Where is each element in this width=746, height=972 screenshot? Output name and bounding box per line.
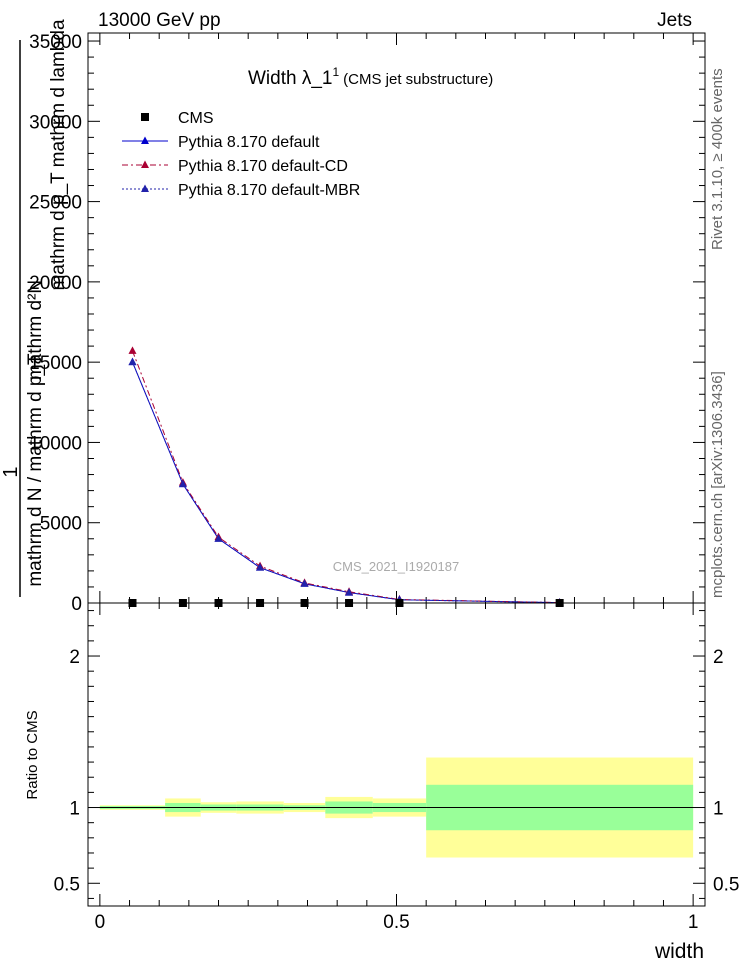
y-tick-label: 15000	[29, 353, 82, 374]
plot-title-sup: 1	[332, 65, 339, 79]
ratio-panel-frame	[87, 602, 706, 907]
ratio-y-tick-label-right: 0.5	[713, 874, 739, 895]
ylabel-prefix-num: 1	[0, 466, 22, 477]
rivet-version-label: Rivet 3.1.10, ≥ 400k events	[709, 68, 726, 250]
y-tick-label: 10000	[29, 433, 82, 454]
ylabel-denominator: mathrm d p_T mathrm d lambda	[48, 19, 69, 290]
ratio-y-tick-label-right: 1	[713, 799, 724, 820]
header-right-label: Jets	[657, 10, 692, 31]
y-tick-label: 25000	[29, 193, 82, 214]
y-tick-label: 30000	[29, 112, 82, 133]
analysis-watermark: CMS_2021_I1920187	[333, 559, 460, 574]
ylabel-numerator: mathrm d²N	[25, 280, 46, 380]
ratio-y-ticks: 0.5 0.5 1 1 2 2	[54, 610, 739, 899]
legend-marker	[141, 113, 149, 121]
series-point-2	[128, 346, 137, 354]
legend-marker	[141, 160, 149, 168]
x-axis-label: width	[654, 940, 704, 963]
main-y-axis-label: 1 mathrm d²N mathrm d N / mathrm d p_T m…	[0, 19, 69, 597]
legend-entry: Pythia 8.170 default	[122, 134, 320, 151]
plot-title-main: Width λ_1	[248, 68, 332, 89]
x-tick-label: 0.5	[383, 912, 409, 933]
x-tick-label: 0	[95, 912, 106, 933]
series-point-3	[345, 588, 354, 596]
series-point-3	[128, 357, 137, 366]
main-x-ticks	[99, 33, 694, 603]
legend-entry: Pythia 8.170 default-CD	[122, 158, 348, 175]
legend-marker	[141, 136, 149, 144]
legend-entry: Pythia 8.170 default-MBR	[122, 182, 360, 199]
plot-title-note: (CMS jet substructure)	[343, 71, 493, 88]
legend-marker	[141, 184, 149, 192]
y-tick-label: 0	[71, 594, 82, 615]
main-y-ticks: 0 5000 10000 15000 20000 25000 30000 35000	[29, 32, 705, 615]
series-point-3	[214, 534, 223, 542]
y-tick-label: 5000	[40, 514, 82, 535]
series-point-3	[256, 563, 265, 571]
main-panel: 0 5000 10000 15000 20000 25000 30000 35000 Widt…	[29, 32, 706, 615]
legend-label: CMS	[178, 110, 214, 127]
y-tick-label: 20000	[29, 273, 82, 294]
ratio-y-axis-label: Ratio to CMS	[24, 710, 41, 799]
legend-label: Pythia 8.170 default-MBR	[178, 182, 360, 199]
plot-title: Width λ_11 (CMS jet substructure)	[248, 65, 493, 89]
series-line-2	[132, 350, 560, 604]
mcplots-label: mcplots.cern.ch [arXiv:1306.3436]	[709, 371, 726, 598]
y-tick-label: 35000	[29, 32, 82, 53]
ratio-y-tick-label-right: 2	[713, 647, 724, 668]
series-point-3	[178, 479, 187, 488]
ylabel-prefix-den: mathrm d N / mathrm d p_T	[25, 353, 46, 587]
legend-entry: CMS	[141, 110, 214, 127]
ratio-y-tick-label: 1	[69, 799, 80, 820]
header-left-label: 13000 GeV pp	[98, 10, 221, 31]
x-tick-label: 1	[688, 912, 699, 933]
legend: CMS Pythia 8.170 default Pythia 8.170 defa…	[122, 110, 360, 199]
ratio-y-tick-label: 0.5	[54, 874, 80, 895]
ratio-panel: 0.5 0.51 12 2 0 0.5 1	[54, 602, 739, 933]
legend-label: Pythia 8.170 default-CD	[178, 158, 348, 175]
series-point-3	[300, 579, 309, 587]
legend-label: Pythia 8.170 default	[178, 134, 320, 151]
ratio-x-ticks: 0 0.5 1	[95, 603, 699, 933]
ratio-y-tick-label: 2	[69, 647, 80, 668]
